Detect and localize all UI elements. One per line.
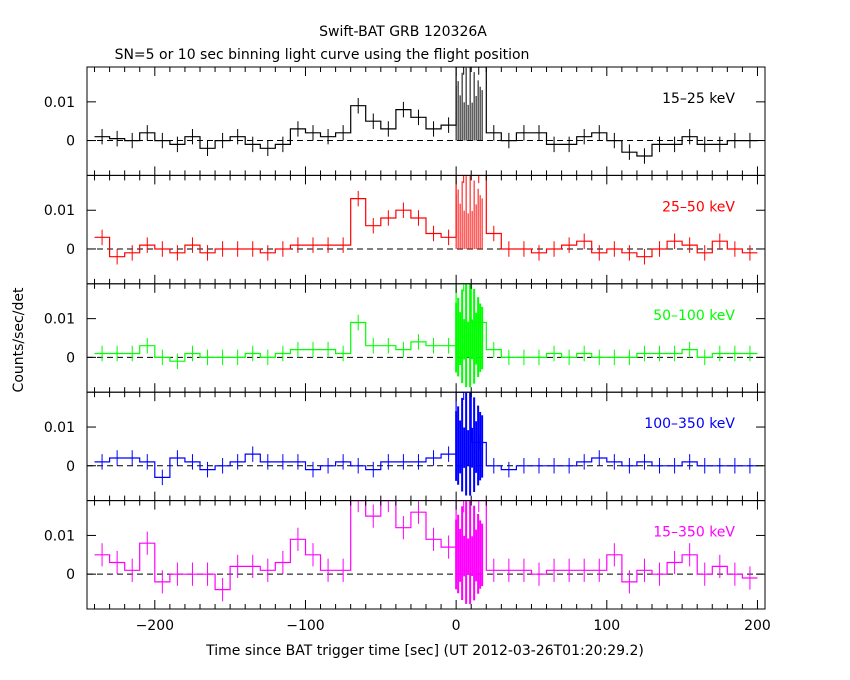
series-step-line [94, 392, 758, 478]
x-tick-label: 100 [593, 618, 620, 634]
y-tick-label: 0 [66, 242, 75, 258]
x-axis-label: Time since BAT trigger time [sec] (UT 20… [205, 643, 644, 659]
figure-title: Swift-BAT GRB 120326A [319, 24, 487, 40]
data-group [87, 67, 765, 164]
figure-subtitle: SN=5 or 10 sec binning light curve using… [115, 47, 530, 63]
band-label: 15–350 keV [653, 525, 735, 541]
y-tick-label: 0 [66, 567, 75, 583]
series-step-line [94, 175, 758, 258]
x-tick-label: 0 [452, 618, 461, 634]
y-tick-label: 0 [66, 350, 75, 366]
panel-frame [86, 391, 766, 502]
y-tick-label: 0.01 [44, 312, 75, 328]
panels-group: 0 0.01 15–25 keV 0 0.01 25–50 keV 0 0.01 50–100 … [44, 66, 771, 634]
data-group [87, 283, 765, 388]
series-step-line [94, 500, 758, 591]
x-tick-label: 200 [744, 618, 771, 634]
panel-0: 0 0.01 15–25 keV [44, 66, 766, 176]
panel-1: 0 0.01 25–50 keV [44, 174, 766, 285]
data-group [87, 175, 765, 265]
y-tick-label: 0 [66, 459, 75, 475]
panel-frame [86, 283, 766, 393]
y-tick-label: 0 [66, 134, 75, 150]
series-step-line [94, 67, 758, 157]
x-tick-label: −200 [136, 618, 174, 634]
band-label: 25–50 keV [662, 199, 735, 215]
y-tick-label: 0.01 [44, 528, 75, 544]
x-tick-label: −100 [286, 618, 324, 634]
y-axis-label: Counts/sec/det [11, 287, 27, 392]
panel-3: 0 0.01 100–350 keV [44, 391, 766, 502]
y-tick-label: 0.01 [44, 420, 75, 436]
data-group [87, 392, 765, 496]
band-label: 50–100 keV [653, 308, 735, 324]
data-group [87, 500, 765, 605]
band-label: 15–25 keV [662, 91, 735, 107]
panel-2: 0 0.01 50–100 keV [44, 283, 766, 393]
band-label: 100–350 keV [644, 416, 735, 432]
y-tick-label: 0.01 [44, 95, 75, 111]
y-tick-label: 0.01 [44, 203, 75, 219]
panel-4: 0 0.01 15–350 keV −200 −100 0 100 200 [44, 500, 771, 634]
